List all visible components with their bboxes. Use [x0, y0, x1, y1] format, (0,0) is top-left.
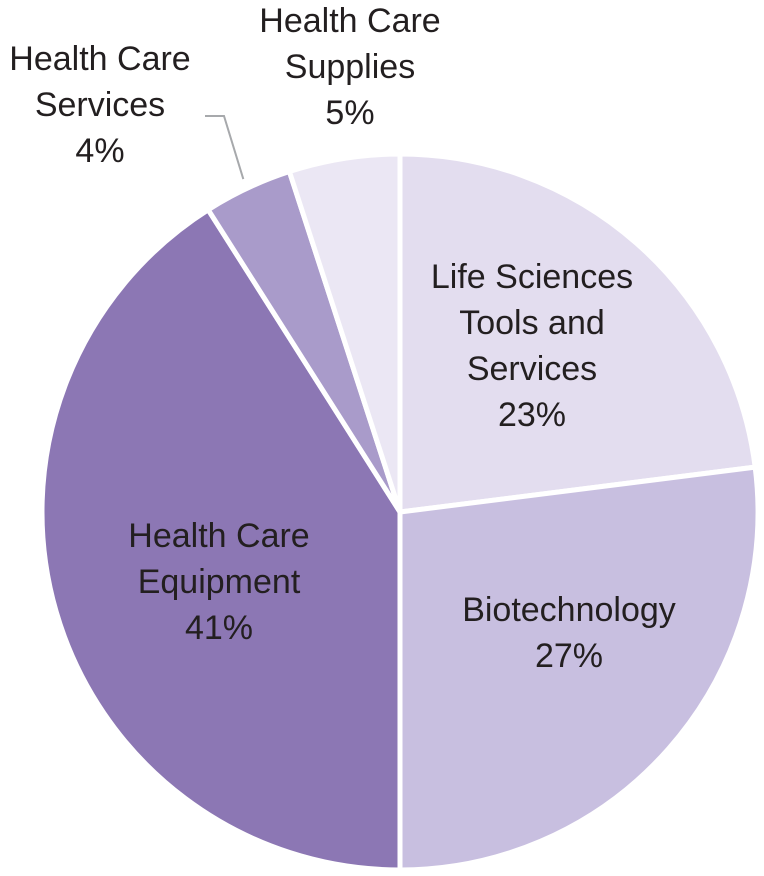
slice-labels: Life Sciences Tools and Services 23% Biotech… — [9, 2, 676, 675]
slice-life-sciences-tools-and-services — [397, 151, 758, 515]
slice-biotechnology — [397, 464, 761, 873]
slice-health-care-supplies — [286, 151, 403, 515]
leader-line-health-care-services — [205, 115, 245, 180]
label-biotechnology: Biotechnology 27% — [462, 591, 676, 675]
label-life-sciences-tools-and-services: Life Sciences Tools and Services 23% — [431, 258, 633, 434]
label-health-care-supplies: Health Care Supplies 5% — [259, 2, 440, 132]
leader-lines — [205, 115, 245, 180]
pie-slices — [39, 151, 761, 873]
label-health-care-services: Health Care Services 4% — [9, 40, 190, 170]
label-health-care-equipment: Health Care Equipment 41% — [128, 517, 309, 647]
